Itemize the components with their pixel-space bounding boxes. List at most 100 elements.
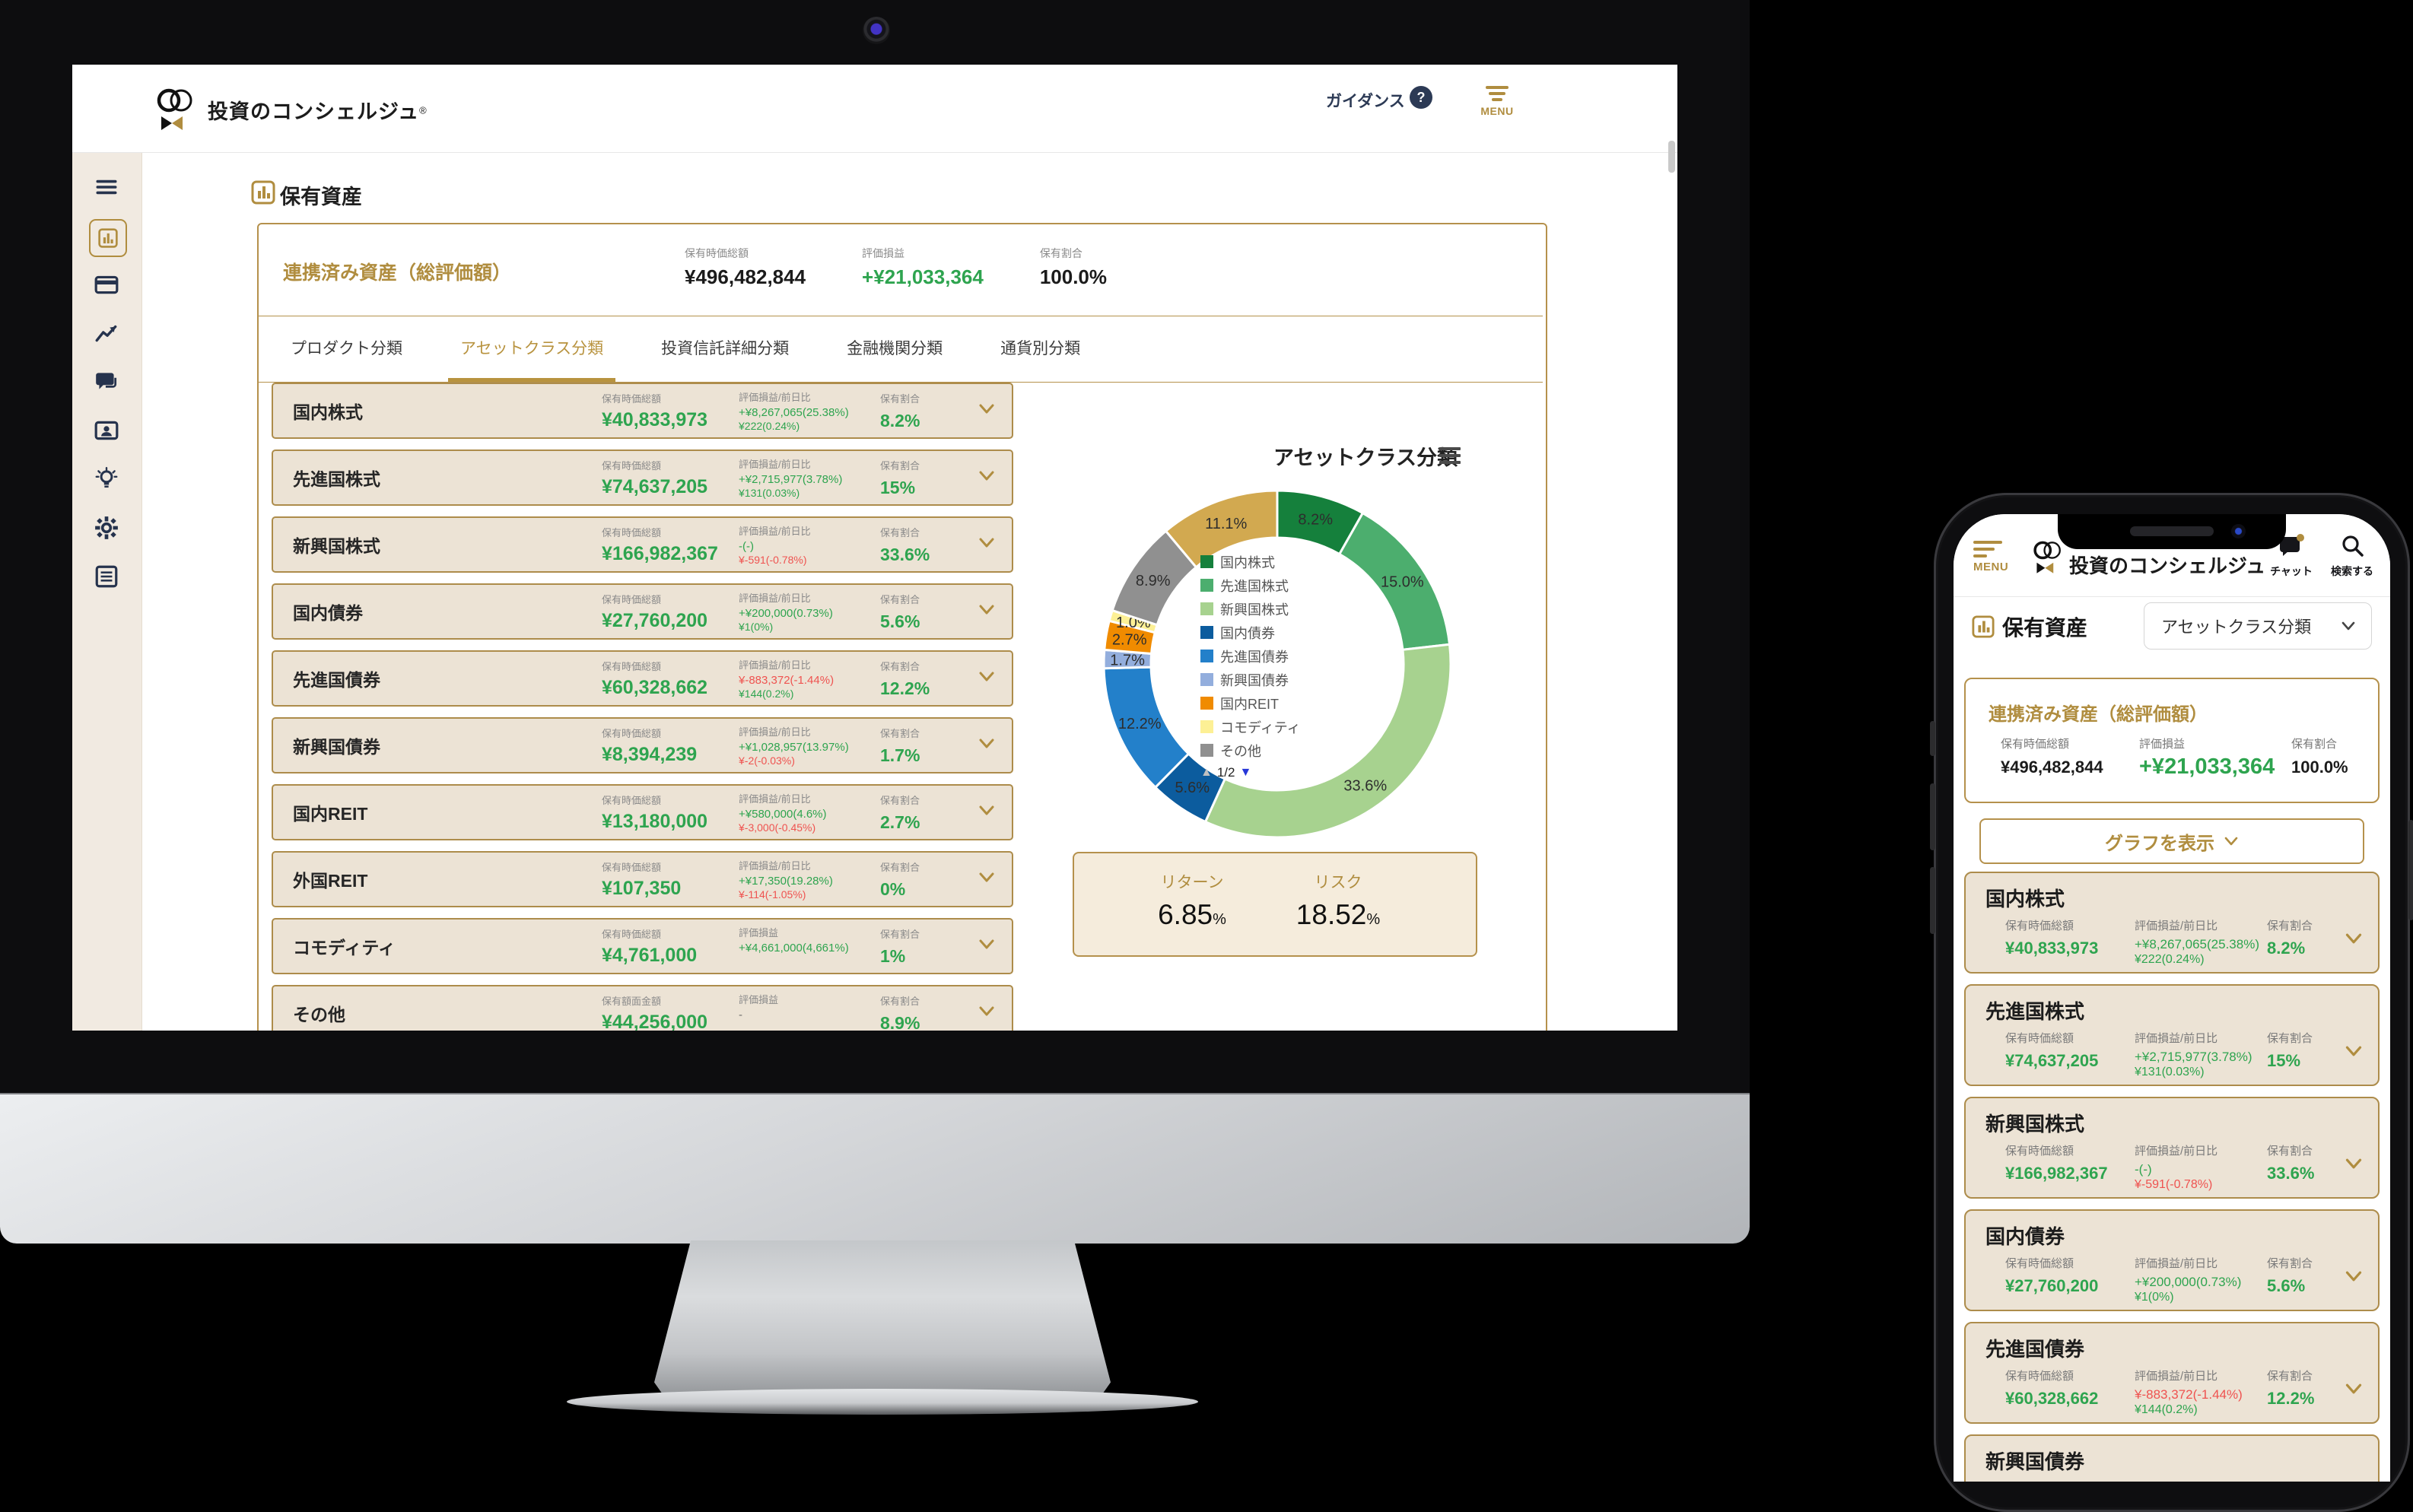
summary-label: 保有時価総額 — [685, 247, 749, 259]
asset-name: 先進国株式 — [1985, 1000, 2085, 1023]
sidebar-item-performance[interactable] — [94, 320, 121, 348]
phone-chat-button[interactable]: チャット — [2264, 534, 2319, 579]
asset-pl: 評価損益/前日比 +¥580,000(4.6%) ¥-3,000(-0.45%) — [739, 793, 827, 834]
chevron-down-icon — [2345, 1383, 2362, 1394]
expand-chevron[interactable] — [978, 470, 995, 485]
donut-value-label: 15.0% — [1381, 573, 1424, 590]
help-icon[interactable]: ? — [1410, 86, 1432, 109]
expand-chevron[interactable] — [978, 939, 995, 954]
chevron-down-icon — [979, 939, 994, 949]
phone-asset-card-0[interactable]: 国内株式 保有時価総額 ¥40,833,973 評価損益/前日比 +¥8,267,… — [1964, 872, 2380, 974]
asset-name: 国内債券 — [293, 603, 363, 623]
legend-swatch — [1200, 744, 1213, 757]
expand-chevron[interactable] — [978, 805, 995, 820]
asset-amount: 保有時価総額 ¥107,350 — [602, 862, 682, 899]
asset-pl: 評価損益 +¥4,661,000(4,661%) — [739, 927, 849, 955]
legend-item: 国内債券 — [1200, 621, 1301, 644]
return-stat: リターン 6.85% — [1112, 870, 1272, 931]
risk-value: 18.52 — [1296, 899, 1367, 930]
legend-swatch — [1200, 673, 1213, 686]
legend-page-up-icon[interactable]: ▲ — [1200, 766, 1213, 779]
return-value: 6.85 — [1158, 899, 1213, 930]
sidebar-item-accounts[interactable] — [94, 272, 121, 299]
asset-row-5[interactable]: 新興国債券 保有時価総額 ¥8,394,239 評価損益/前日比 +¥1,028,… — [272, 717, 1013, 773]
expand-chevron[interactable] — [978, 671, 995, 686]
summary-value: 100.0% — [1039, 265, 1108, 288]
asset-row-3[interactable]: 国内債券 保有時価総額 ¥27,760,200 評価損益/前日比 +¥200,00… — [272, 583, 1013, 640]
asset-row-4[interactable]: 先進国債券 保有時価総額 ¥60,328,662 評価損益/前日比 ¥-883,3… — [272, 650, 1013, 707]
asset-ratio: 保有割合 2.7% — [880, 795, 920, 832]
asset-amount: 保有時価総額 ¥27,760,200 — [2005, 1257, 2099, 1295]
phone-asset-card-3[interactable]: 国内債券 保有時価総額 ¥27,760,200 評価損益/前日比 +¥200,00… — [1964, 1209, 2380, 1311]
expand-chevron[interactable] — [2345, 932, 2363, 948]
asset-row-9[interactable]: その他 保有額面金額 ¥44,256,000 評価損益 - 保有割合 8.9% — [272, 985, 1013, 1031]
asset-row-0[interactable]: 国内株式 保有時価総額 ¥40,833,973 評価損益/前日比 +¥8,267,… — [272, 383, 1013, 439]
asset-name: 先進国債券 — [1985, 1338, 2085, 1361]
legend-item: 国内REIT — [1200, 691, 1301, 715]
asset-row-1[interactable]: 先進国株式 保有時価総額 ¥74,637,205 評価損益/前日比 +¥2,715… — [272, 449, 1013, 506]
summary-value: ¥496,482,844 — [2001, 758, 2103, 777]
page-title-icon — [251, 180, 275, 208]
asset-ratio: 保有割合 8.2% — [880, 393, 920, 430]
asset-row-7[interactable]: 外国REIT 保有時価総額 ¥107,350 評価損益/前日比 +¥17,350(… — [272, 851, 1013, 907]
asset-name: コモディティ — [293, 938, 396, 958]
sidebar-item-reports[interactable] — [94, 564, 121, 591]
phone-asset-card-5[interactable]: 新興国債券 保有時価総額¥8,394,239 評価損益/前日比 +¥1,028,… — [1964, 1434, 2380, 1482]
phone-asset-card-1[interactable]: 先進国株式 保有時価総額 ¥74,637,205 評価損益/前日比 +¥2,715… — [1964, 984, 2380, 1086]
phone-search-button[interactable]: 検索する — [2325, 534, 2380, 579]
expand-chevron[interactable] — [2345, 1270, 2363, 1286]
asset-row-6[interactable]: 国内REIT 保有時価総額 ¥13,180,000 評価損益/前日比 +¥580,… — [272, 784, 1013, 840]
expand-chevron[interactable] — [978, 738, 995, 753]
chevron-down-icon — [979, 538, 994, 548]
phone-menu-button[interactable]: MENU — [1973, 537, 2013, 573]
asset-row-8[interactable]: コモディティ 保有時価総額 ¥4,761,000 評価損益 +¥4,661,000… — [272, 918, 1013, 974]
return-label: リターン — [1160, 874, 1224, 891]
asset-amount: 保有時価総額 ¥60,328,662 — [602, 661, 708, 698]
chart-menu-icon[interactable] — [1439, 443, 1461, 464]
scrollbar-thumb[interactable] — [1668, 141, 1675, 173]
tab-4[interactable]: 通貨別分類 — [1000, 340, 1081, 357]
phone-menu-icon — [1973, 541, 2013, 557]
asset-ratio: 保有割合 15% — [2267, 1032, 2313, 1070]
phone-asset-card-4[interactable]: 先進国債券 保有時価総額 ¥60,328,662 評価損益/前日比 ¥-883,3… — [1964, 1322, 2380, 1424]
chevron-down-icon — [979, 605, 994, 615]
sidebar-item-menu[interactable] — [94, 174, 121, 202]
sidebar-item-chat[interactable] — [94, 369, 121, 396]
tab-2[interactable]: 投資信託詳細分類 — [661, 340, 790, 357]
sidebar — [72, 153, 142, 1031]
asset-amount: 保有時価総額 ¥166,982,367 — [602, 527, 718, 564]
desktop-screen: 投資のコンシェルジュ® ガイダンス ? MENU 保有資産 連携済み資産（総評価… — [72, 65, 1677, 1031]
expand-chevron[interactable] — [978, 872, 995, 887]
asset-amount: 保有時価総額 ¥13,180,000 — [602, 795, 708, 832]
tab-0[interactable]: プロダクト分類 — [291, 340, 402, 357]
expand-chevron[interactable] — [2345, 1045, 2363, 1061]
show-graph-button[interactable]: グラフを表示 — [1979, 818, 2364, 864]
phone-asset-card-2[interactable]: 新興国株式 保有時価総額 ¥166,982,367 評価損益/前日比 -(-) ¥… — [1964, 1097, 2380, 1199]
legend-page-down-icon[interactable]: ▼ — [1239, 766, 1252, 779]
sidebar-item-settings[interactable] — [94, 515, 121, 542]
expand-chevron[interactable] — [2345, 1383, 2363, 1399]
expand-chevron[interactable] — [978, 403, 995, 418]
expand-chevron[interactable] — [978, 1005, 995, 1021]
asset-pl: 評価損益/前日比 +¥2,715,977(3.78%) ¥131(0.03%) — [2135, 1032, 2252, 1078]
sidebar-item-profile[interactable] — [94, 418, 121, 445]
asset-name: 国内REIT — [293, 804, 368, 824]
tab-3[interactable]: 金融機関分類 — [847, 340, 943, 357]
tab-1-active[interactable]: アセットクラス分類 — [447, 316, 616, 382]
holdings-panel: 連携済み資産（総評価額） 保有時価総額 ¥496,482,844 評価損益 +¥2… — [257, 223, 1547, 1031]
expand-chevron[interactable] — [978, 537, 995, 552]
app-logo-icon[interactable] — [156, 86, 197, 135]
legend-item: その他 — [1200, 739, 1301, 762]
menu-button[interactable]: MENU — [1470, 83, 1524, 117]
sidebar-item-ideas[interactable] — [94, 466, 121, 494]
classification-dropdown[interactable]: アセットクラス分類 — [2144, 602, 2372, 650]
guidance-link[interactable]: ガイダンス — [1326, 93, 1405, 110]
expand-chevron[interactable] — [2345, 1158, 2363, 1174]
sidebar-item-portfolio[interactable] — [89, 219, 127, 257]
expand-chevron[interactable] — [978, 604, 995, 619]
asset-row-2[interactable]: 新興国株式 保有時価総額 ¥166,982,367 評価損益/前日比 -(-) ¥… — [272, 516, 1013, 573]
asset-ratio: 保有割合 0% — [880, 862, 920, 899]
chart-title: アセットクラス分類 — [1273, 446, 1458, 469]
